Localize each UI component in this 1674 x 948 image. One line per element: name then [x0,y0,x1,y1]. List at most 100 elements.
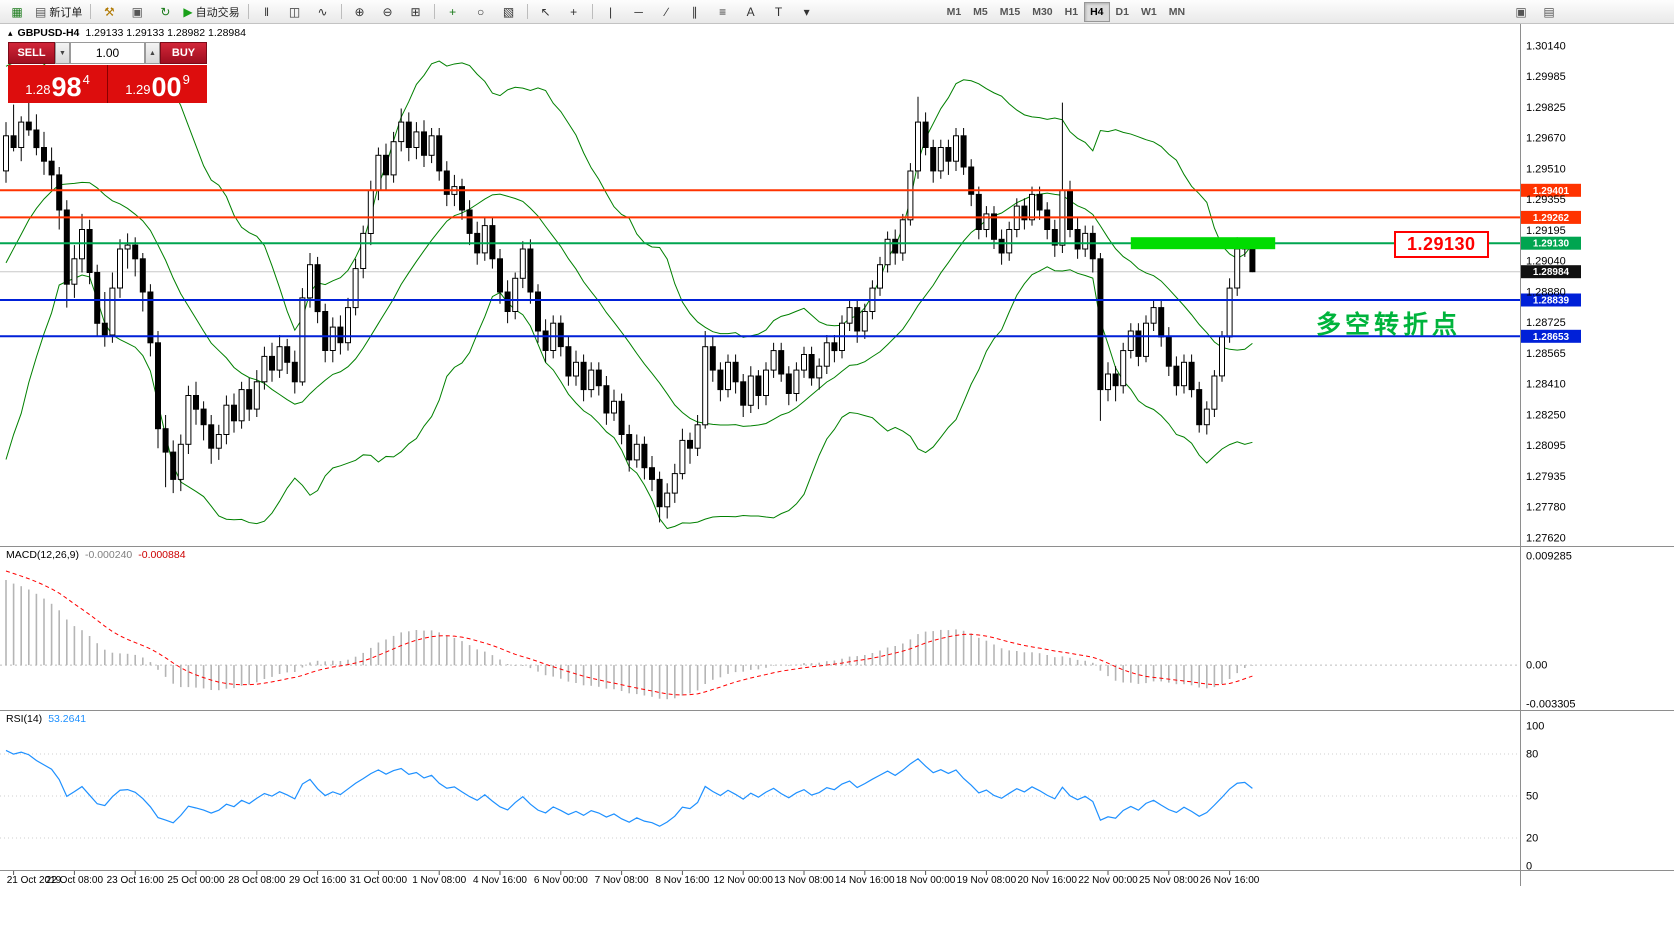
price-scale[interactable] [1521,24,1673,870]
tile-windows-icon[interactable]: ⊞ [403,1,429,23]
axes-layer: 1.29401 1.29262 1.29130 1.28839 1.28653 1.301… [0,24,1674,886]
turning-point-annotation[interactable]: 多空转折点 [1316,311,1462,339]
time-tick-label: 8 Nov 16:00 [655,875,709,886]
hline-price-label [1521,183,1581,197]
time-scale[interactable] [0,871,1674,887]
templates-icon[interactable]: ▧ [496,1,522,23]
sell-price-button[interactable]: 1.28 98 4 [8,65,108,103]
refresh-icon[interactable]: ↻ [152,1,178,23]
time-tick-label: 26 Nov 16:00 [1200,875,1260,886]
label-icon[interactable]: T [766,1,792,23]
templates-icon: ▧ [502,4,515,19]
hline-price-label [1521,210,1581,224]
periods-icon[interactable]: ○ [468,1,494,23]
horizontal-line-icon[interactable]: ─ [626,1,652,23]
timeframe-button-m15[interactable]: M15 [999,5,1021,18]
toolbox-icon: ⚒ [103,4,115,19]
bollinger-lower-line [5,266,1253,530]
docking-icon[interactable]: ▣ [1515,4,1527,19]
macd-panel[interactable] [0,570,1520,700]
lot-increase-button[interactable]: ▲ [145,42,160,64]
price-tick-label: 1.27780 [1526,501,1566,513]
macd-histogram [5,580,1254,700]
channel-icon[interactable]: ∥ [682,1,708,23]
trendline-icon[interactable]: ∕ [654,1,680,23]
price-tick-label: 1.28250 [1526,410,1566,422]
time-tick-label: 6 Nov 00:00 [534,875,588,886]
buy-button[interactable]: BUY [160,42,207,64]
vertical-line-icon[interactable]: | [598,1,624,23]
time-tick-label: 29 Oct 16:00 [289,875,347,886]
fibonacci-icon: ≡ [719,4,727,19]
autotrade-button-label: 自动交易 [195,6,240,19]
chart-symbol-period: GBPUSD-H4 [17,27,80,39]
price-tick-label: 1.29040 [1526,255,1566,267]
zoom-out-icon: ⊖ [382,4,393,19]
timeframe-button-h1[interactable]: H1 [1064,5,1079,18]
tile-windows-icon: ⊞ [410,4,421,19]
rsi-panel[interactable] [0,749,1520,839]
candles-series [3,96,1256,523]
autotrade-button[interactable]: ▶ 自动交易 [180,1,242,23]
cursor-icon[interactable]: ↖ [533,1,559,23]
main-price-panel[interactable] [0,54,1520,530]
timeframe-button-m30[interactable]: M30 [1032,5,1053,18]
lot-decrease-button[interactable]: ▼ [55,42,70,64]
rsi-value: 53.2641 [48,713,87,725]
sell-price-big: 98 [51,72,82,103]
toolbar-separator [340,4,342,19]
lot-size-input[interactable] [70,42,145,64]
main-toolbar: ▦ ▤ 新订单 ⚒ ▣ ↻ ▶ 自动交易 ‖ ◫ ∿ ⊕ ⊖ ⊞ + ○ ▧ ↖ + | ─ ∕ ∥ ≡ A T ▾ M1 M5 M15… [0,0,1674,24]
price-tick-label: 1.29510 [1526,164,1566,176]
zoom-out-icon[interactable]: ⊖ [375,1,401,23]
chart-list-icon[interactable]: ▤ [1543,4,1555,19]
text-icon[interactable]: A [738,1,764,23]
macd-signal-line [5,570,1253,696]
crosshair-icon[interactable]: + [561,1,587,23]
price-tick-label: 1.29195 [1526,225,1566,237]
vertical-line-icon: | [609,4,613,19]
new-chart-icon[interactable]: ▦ [4,1,30,23]
timeframe-button-m1[interactable]: M1 [946,5,962,18]
candlestick-type-icon[interactable]: ◫ [282,1,308,23]
timeframe-button-d1[interactable]: D1 [1115,5,1129,18]
bar-chart-type-icon[interactable]: ‖ [254,1,280,23]
price-level-callout[interactable]: 1.29130 [1394,231,1489,258]
time-tick-label: 31 Oct 00:00 [350,875,408,886]
macd-value-main: -0.000240 [84,549,133,561]
timeframe-button-h4[interactable]: H4 [1084,1,1110,22]
horizontal-line-icon: ─ [634,4,643,19]
buy-price-button[interactable]: 1.29 00 9 [108,65,207,103]
time-tick-label: 25 Oct 00:00 [167,875,225,886]
timeframe-button-mn[interactable]: MN [1168,5,1186,18]
price-tick-label: 1.28880 [1526,287,1566,299]
time-tick-label: 1 Nov 08:00 [412,875,466,886]
timeframe-button-m5[interactable]: M5 [973,5,988,18]
periods-icon: ○ [476,4,485,19]
fibonacci-icon[interactable]: ≡ [710,1,736,23]
shapes-dropdown-icon[interactable]: ▾ [794,1,820,23]
highlight-rectangle-object[interactable] [1130,237,1276,250]
hline-price-label [1521,236,1581,250]
time-tick-label: 12 Nov 00:00 [713,875,773,886]
new-order-button[interactable]: ▤ 新订单 [32,1,85,23]
timeframe-button-w1[interactable]: W1 [1140,5,1157,18]
bollinger-middle-line [5,181,1253,427]
hline-price-label [1521,329,1581,343]
price-tick-label: 1.29985 [1526,71,1566,83]
time-tick-label: 20 Nov 16:00 [1017,875,1077,886]
macd-tick-label: 0.009285 [1526,551,1572,563]
indicators-icon[interactable]: + [440,1,466,23]
zoom-in-icon[interactable]: ⊕ [347,1,373,23]
line-chart-type-icon[interactable]: ∿ [310,1,336,23]
quote-panel-toggle-icon[interactable]: ▴ [8,28,13,38]
toolbar-separator [526,4,528,19]
sell-button[interactable]: SELL [8,42,55,64]
toolbox-icon[interactable]: ⚒ [96,1,122,23]
profiles-icon[interactable]: ▣ [124,1,150,23]
macd-tick-label: -0.003305 [1526,699,1576,711]
refresh-icon: ↻ [160,4,171,19]
candlestick-type-icon: ◫ [288,4,301,19]
profiles-icon: ▣ [131,4,144,19]
